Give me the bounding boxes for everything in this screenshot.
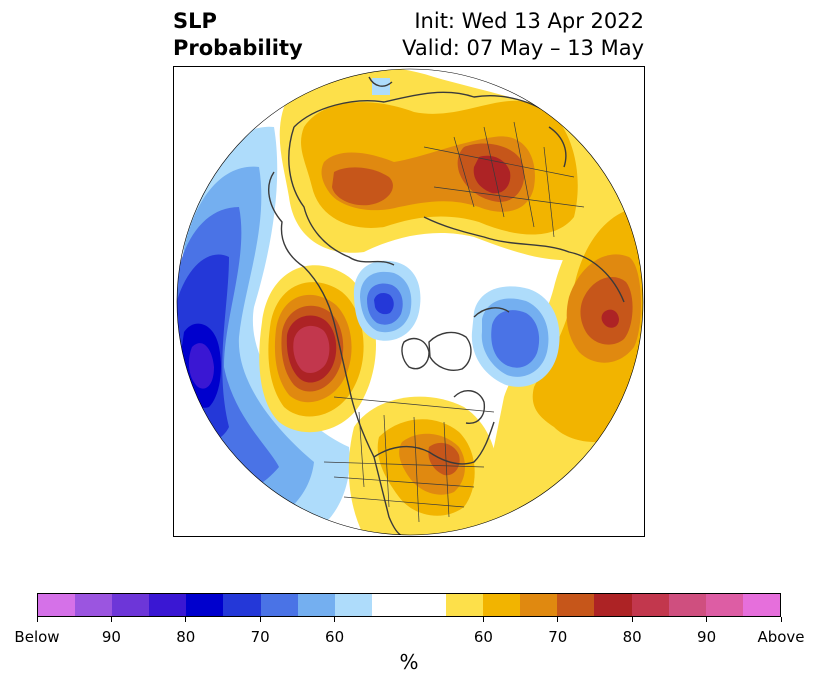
colorbar-cell [742,594,780,616]
colorbar [37,593,781,617]
colorbar-tick-label: 70 [250,628,270,646]
europe-russia-above-anomaly [279,69,617,261]
colorbar-cell [705,594,743,616]
coastlines [268,76,625,535]
colorbar-tick-mark [706,617,708,622]
colorbar-cell [631,594,669,616]
colorbar-tick-label: 90 [101,628,121,646]
colorbar-cell [186,594,224,616]
colorbar-cell [223,594,261,616]
title-left: SLP Probability [173,8,303,62]
colorbar-tick-label: 70 [548,628,568,646]
colorbar-tick-mark [780,617,782,622]
colorbar-tick-label: 80 [622,628,642,646]
colorbar-cell [260,594,298,616]
colorbar-tick-mark [259,617,261,622]
colorbar-cell [112,594,150,616]
colorbar-cell [408,594,447,616]
siberia-below-anomaly [353,260,421,341]
colorbar-tick-mark [334,617,336,622]
map-boundary [176,68,644,536]
borders [323,121,585,523]
colorbar-cell [38,594,76,616]
colorbar-cell [557,594,595,616]
title-variable: SLP [173,9,217,33]
colorbar-tick-label: Above [757,628,805,646]
colorbar-cell [334,594,372,616]
colorbar-cell [297,594,335,616]
colorbar-tick-mark [557,617,559,622]
colorbar-cell [149,594,187,616]
colorbar-cell [594,594,632,616]
western-canada-above-anomaly [259,265,376,433]
init-date: Init: Wed 13 Apr 2022 [414,9,644,33]
colorbar-tick-mark [110,617,112,622]
colorbar-tick-mark [36,617,38,622]
colorbar-cell [75,594,113,616]
colorbar-tick-label: 90 [697,628,717,646]
colorbar-tick-label: Below [14,628,60,646]
colorbar-cell [668,594,706,616]
colorbar-units: % [399,650,419,674]
title-right: Init: Wed 13 Apr 2022 Valid: 07 May – 13… [402,8,644,62]
colorbar-tick-label: 60 [325,628,345,646]
colorbar-tick-mark [482,617,484,622]
colorbar-tick-mark [631,617,633,622]
colorbar-cell [371,594,409,616]
colorbar-cell [446,594,484,616]
colorbar-cell [520,594,558,616]
colorbar-tick-mark [185,617,187,622]
eastern-us-above-anomaly [348,396,498,535]
greenland-sea-below-anomaly [372,78,560,387]
valid-period: Valid: 07 May – 13 May [402,36,644,60]
anomaly-shading [177,69,643,535]
title-product: Probability [173,36,303,60]
colorbar-tick-label: 60 [473,628,493,646]
colorbar-tick-label: 80 [176,628,196,646]
colorbar-cell [483,594,521,616]
polar-map [173,66,645,537]
